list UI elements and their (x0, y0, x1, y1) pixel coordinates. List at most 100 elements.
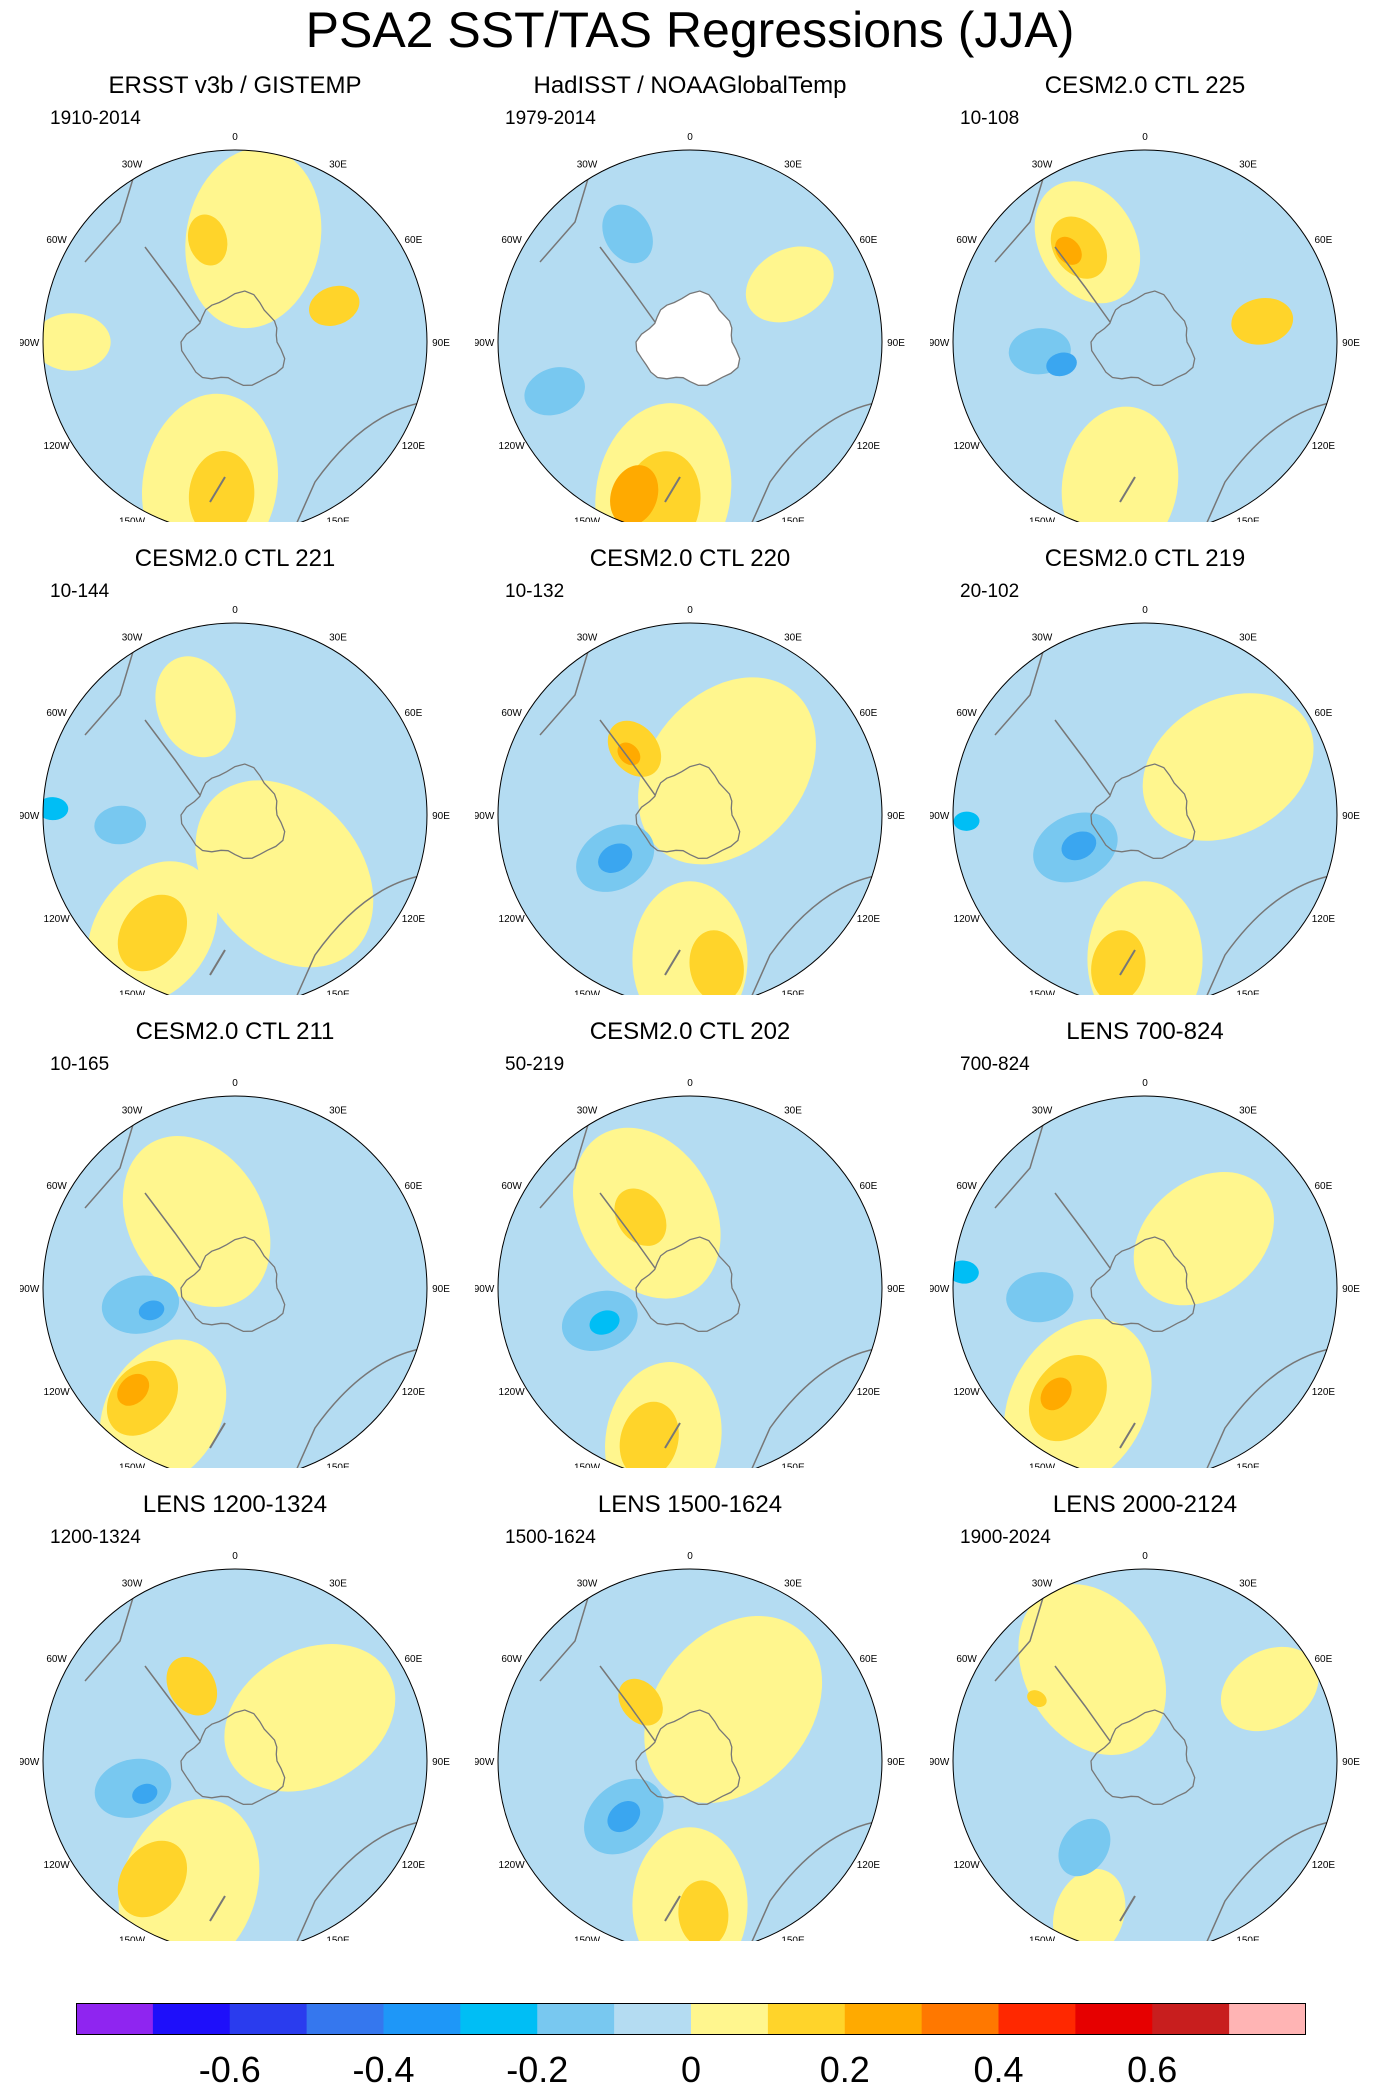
polar-map: 030E60E90E120E150E180150W120W90W60W30W (475, 1078, 905, 1468)
longitude-label: 90E (1342, 811, 1360, 822)
polar-map: 030E60E90E120E150E180150W120W90W60W30W (20, 1551, 450, 1941)
longitude-label: 30E (329, 1106, 347, 1117)
longitude-label: 90W (930, 338, 950, 349)
polar-map: 030E60E90E120E150E180150W120W90W60W30W (930, 1551, 1360, 1941)
anomaly-region (953, 811, 980, 831)
longitude-label: 120W (44, 914, 71, 925)
anomaly-region (644, 1616, 823, 1804)
longitude-label: 30W (122, 160, 143, 171)
panel-period: 10-108 (960, 108, 1020, 129)
figure-title: PSA2 SST/TAS Regressions (JJA) (305, 2, 1075, 58)
longitude-label: 0 (687, 605, 693, 616)
anomaly-region (188, 451, 255, 522)
anomaly-region (117, 894, 188, 972)
australia-coastline (749, 401, 881, 522)
longitude-label: 0 (232, 1551, 238, 1562)
longitude-label: 30W (1032, 633, 1053, 644)
longitude-label: 120E (857, 1387, 881, 1398)
colorbar-swatch (614, 2003, 692, 2035)
panel-period: 50-219 (505, 1054, 565, 1075)
longitude-label: 90W (475, 1757, 495, 1768)
antarctica-coastline (1090, 1236, 1196, 1333)
australia-coastline (1204, 1347, 1336, 1468)
colorbar-swatch (537, 2003, 615, 2035)
colorbar (76, 2003, 1306, 2035)
anomaly-region (309, 285, 360, 326)
longitude-label: 30W (577, 160, 598, 171)
longitude-label: 120W (499, 441, 526, 452)
anomaly-region (638, 677, 816, 865)
longitude-label: 150W (119, 1462, 146, 1468)
longitude-label: 0 (232, 605, 238, 616)
longitude-label: 90W (20, 1757, 40, 1768)
australia-coastline (294, 1820, 426, 1941)
longitude-label: 60W (501, 235, 522, 246)
panel-title: LENS 1500-1624 (597, 1491, 783, 1518)
longitude-label: 30W (1032, 1106, 1053, 1117)
longitude-label: 150W (574, 516, 601, 522)
anomaly-region (1133, 1171, 1274, 1306)
new-zealand-coastline (209, 1422, 226, 1449)
anomaly-region (619, 1401, 679, 1468)
antarctica-coastline (1090, 1709, 1196, 1806)
map-boundary (952, 149, 1338, 522)
longitude-label: 150W (574, 1462, 601, 1468)
longitude-label: 150W (1029, 989, 1056, 995)
longitude-label: 150E (326, 1935, 350, 1941)
longitude-label: 90W (930, 1284, 950, 1295)
colorbar-tick-label: -0.4 (352, 2049, 415, 2090)
panel-title: LENS 700-824 (1066, 1018, 1224, 1045)
longitude-label: 0 (1142, 605, 1148, 616)
colorbar-swatch (460, 2003, 538, 2035)
new-zealand-coastline (1119, 1422, 1136, 1449)
longitude-label: 60E (405, 235, 423, 246)
longitude-label: 30W (577, 1579, 598, 1590)
longitude-label: 60E (860, 1654, 878, 1665)
anomaly-region (1231, 298, 1294, 345)
longitude-label: 30E (329, 1579, 347, 1590)
south-america-coastline (994, 644, 1046, 736)
anomaly-region (607, 1800, 641, 1833)
longitude-label: 90W (475, 1284, 495, 1295)
longitude-label: 90E (1342, 338, 1360, 349)
map-panel: CESM2.0 CTL 225 10-108 0 30E 60E 90E 120E 150E 1… (930, 72, 1360, 522)
peninsula-coastline (599, 1665, 656, 1742)
colorbar-tick-label: -0.2 (506, 2049, 569, 2090)
longitude-label: 150E (326, 989, 350, 995)
longitude-label: 90E (432, 1284, 450, 1295)
panel-period: 1979-2014 (505, 108, 596, 129)
longitude-label: 150E (781, 516, 805, 522)
longitude-label: 120E (402, 914, 426, 925)
anomaly-region (43, 313, 111, 371)
anomaly-region (1052, 1868, 1126, 1941)
anomaly-region (602, 204, 653, 264)
longitude-label: 0 (232, 132, 238, 143)
longitude-label: 60E (405, 1654, 423, 1665)
longitude-label: 120E (1312, 1387, 1336, 1398)
australia-coastline (1204, 401, 1336, 522)
new-zealand-coastline (1119, 476, 1136, 503)
longitude-label: 30E (1239, 633, 1257, 644)
south-america-coastline (84, 171, 136, 263)
longitude-label: 150W (119, 1935, 146, 1941)
longitude-label: 30W (1032, 1579, 1053, 1590)
anomaly-region (610, 465, 659, 522)
anomaly-region (678, 1880, 729, 1941)
longitude-label: 60E (1315, 235, 1333, 246)
south-america-coastline (539, 644, 591, 736)
map-boundary (42, 1568, 428, 1941)
new-zealand-coastline (664, 1422, 681, 1449)
antarctica-coastline (1090, 290, 1196, 387)
new-zealand-coastline (664, 949, 681, 976)
longitude-label: 30W (122, 1579, 143, 1590)
map-boundary (42, 622, 428, 995)
longitude-label: 30W (1032, 160, 1053, 171)
longitude-label: 30E (784, 160, 802, 171)
longitude-label: 30W (577, 1106, 598, 1117)
new-zealand-coastline (1119, 949, 1136, 976)
colorbar-swatch (152, 2003, 231, 2035)
colorbar-swatch (1075, 2003, 1153, 2035)
polar-map: 030E60E90E120E150E180150W120W90W60W30W (475, 1551, 905, 1941)
colorbar-tick-label: -0.6 (198, 2049, 261, 2090)
polar-map: 030E60E90E120E150E180150W120W90W60W30W (475, 132, 905, 522)
